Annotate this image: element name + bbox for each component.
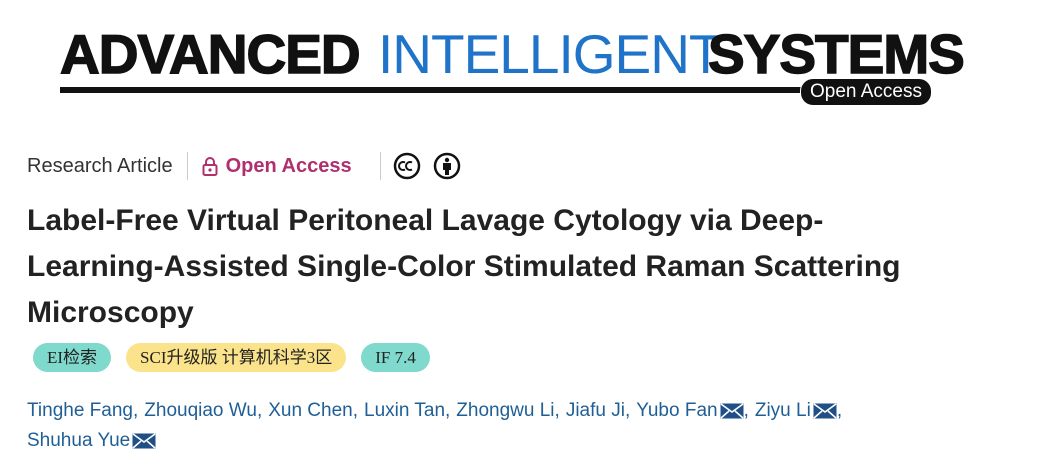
author-name[interactable]: Zhongwu Li (456, 400, 555, 421)
title-line: Learning-Assisted Single-Color Stimulate… (27, 250, 901, 283)
divider (186, 152, 188, 180)
logo-badge: Open Access (800, 78, 932, 106)
author[interactable]: Xun Chen, (268, 396, 358, 426)
separator: , (132, 400, 139, 421)
mail-icon[interactable] (132, 433, 156, 449)
separator: , (554, 400, 560, 421)
author[interactable]: Yubo Fan, (636, 396, 749, 426)
separator: , (352, 400, 359, 421)
tag-list: EI检索 SCI升级版 计算机科学3区 IF 7.4 (33, 343, 430, 372)
article-meta: Research Article Open Access (27, 150, 461, 182)
author-name[interactable]: Xun Chen (268, 400, 353, 421)
tag[interactable]: EI检索 (33, 343, 112, 372)
author[interactable]: Jiafu Ji, (566, 396, 630, 426)
logo-rule (60, 87, 820, 93)
author[interactable]: Luxin Tan, (364, 396, 450, 426)
article-type: Research Article (27, 154, 173, 177)
author[interactable]: Tinghe Fang, (27, 396, 138, 426)
title-line: Microscopy (27, 296, 194, 329)
author[interactable]: Ziyu Li, (755, 396, 842, 426)
author[interactable]: Shuhua Yue (27, 426, 156, 456)
logo-word: INTELLIGENT (378, 23, 723, 85)
author-name[interactable]: Shuhua Yue (27, 430, 131, 451)
journal-logo[interactable]: ADVANCED INTELLIGENT SYSTEMS Open Access (59, 14, 966, 106)
author-name[interactable]: Ziyu Li (754, 400, 811, 421)
author-name[interactable]: Jiafu Ji (565, 400, 625, 421)
author[interactable]: Zhouqiao Wu, (144, 396, 262, 426)
open-access-label[interactable]: Open Access (225, 154, 352, 177)
logo-word: SYSTEMS (707, 23, 965, 85)
author-name[interactable]: Zhouqiao Wu (144, 400, 257, 421)
separator: , (836, 400, 843, 421)
separator: , (445, 400, 451, 421)
author[interactable]: Zhongwu Li, (456, 396, 560, 426)
separator: , (256, 400, 263, 421)
article-title: Label-Free Virtual Peritoneal Lavage Cyt… (27, 198, 901, 336)
license-icons[interactable] (393, 151, 461, 181)
lock-icon (202, 157, 218, 176)
author-name[interactable]: Tinghe Fang (27, 400, 133, 421)
mail-icon[interactable] (813, 403, 837, 419)
separator: , (743, 400, 749, 421)
title-line: Label-Free Virtual Peritoneal Lavage Cyt… (27, 204, 824, 237)
tag[interactable]: IF 7.4 (361, 343, 430, 372)
tag[interactable]: SCI升级版 计算机科学3区 (126, 343, 347, 372)
author-list: Tinghe Fang, Zhouqiao Wu, Xun Chen, Luxin T… (27, 396, 957, 456)
author-name[interactable]: Yubo Fan (636, 400, 718, 421)
author-name[interactable]: Luxin Tan (364, 400, 446, 421)
mail-icon[interactable] (720, 403, 744, 419)
logo-word: ADVANCED (59, 23, 361, 85)
separator: , (624, 400, 631, 421)
divider (379, 152, 381, 180)
